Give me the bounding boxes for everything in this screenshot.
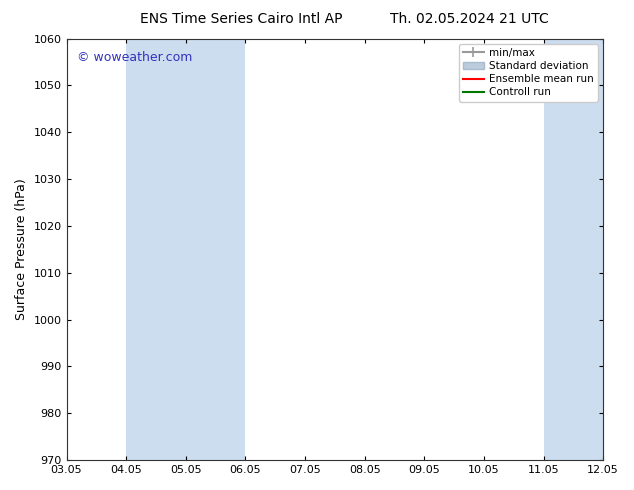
- Text: ENS Time Series Cairo Intl AP: ENS Time Series Cairo Intl AP: [139, 12, 342, 26]
- Bar: [126, 39, 245, 460]
- Legend: min/max, Standard deviation, Ensemble mean run, Controll run: min/max, Standard deviation, Ensemble me…: [459, 44, 598, 101]
- Text: Th. 02.05.2024 21 UTC: Th. 02.05.2024 21 UTC: [390, 12, 548, 26]
- Bar: [543, 39, 633, 460]
- Y-axis label: Surface Pressure (hPa): Surface Pressure (hPa): [15, 178, 28, 320]
- Text: © woweather.com: © woweather.com: [77, 51, 193, 64]
